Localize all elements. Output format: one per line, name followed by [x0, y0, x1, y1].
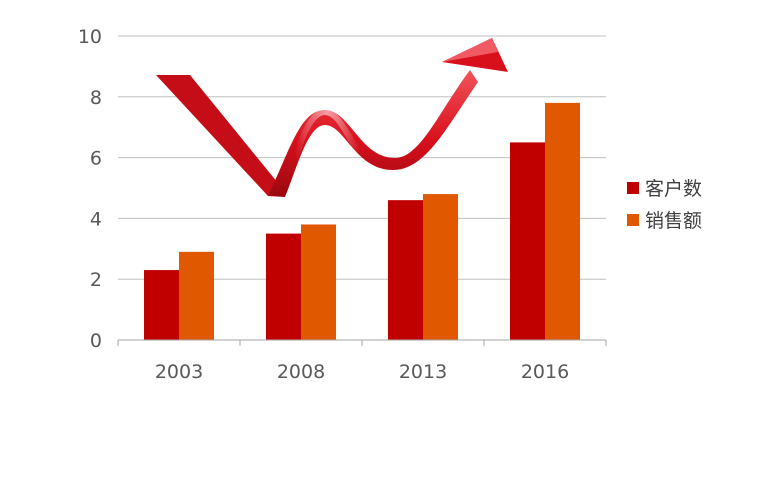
y-tick-label: 10 — [78, 26, 102, 48]
y-tick-label: 4 — [90, 208, 102, 230]
bar-2003-series-1 — [179, 251, 214, 340]
legend-swatch — [627, 182, 639, 194]
bars — [144, 102, 580, 340]
x-tick-label: 2003 — [155, 361, 203, 383]
legend-swatch — [627, 214, 639, 226]
y-tick-label: 6 — [90, 148, 102, 170]
bar-2008-series-0 — [266, 233, 301, 340]
legend-label: 销售额 — [645, 210, 702, 232]
x-axis-ticks: 2003 2008 2013 2016 — [155, 361, 569, 383]
legend-label: 客户数 — [645, 178, 702, 200]
bar-2013-series-1 — [423, 194, 458, 340]
y-tick-label: 2 — [90, 269, 102, 291]
x-tick-label: 2008 — [277, 361, 325, 383]
y-tick-label: 0 — [90, 330, 102, 352]
red-arrow-icon — [156, 38, 508, 197]
bar-2013-series-0 — [388, 200, 423, 340]
bar-2016-series-0 — [510, 142, 545, 340]
x-axis — [117, 339, 607, 346]
bar-2008-series-1 — [301, 224, 336, 340]
bar-2003-series-0 — [144, 270, 179, 340]
x-tick-label: 2016 — [521, 361, 569, 383]
y-axis-ticks: 0 2 4 6 8 10 — [78, 26, 102, 352]
y-tick-label: 8 — [90, 87, 102, 109]
bar-2016-series-1 — [545, 102, 580, 340]
x-tick-label: 2013 — [399, 361, 447, 383]
